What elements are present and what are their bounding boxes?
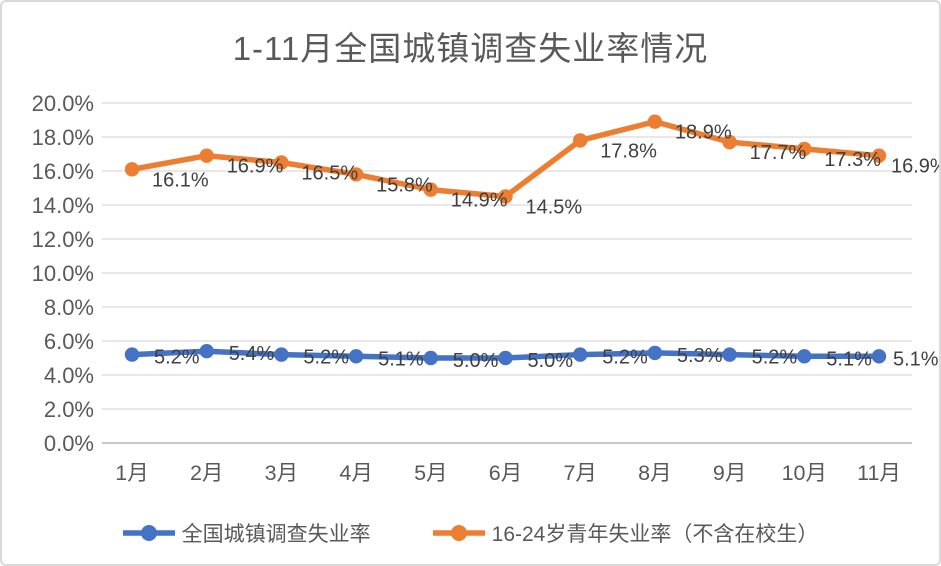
y-tick-label: 4.0% xyxy=(44,363,94,388)
y-tick-label: 8.0% xyxy=(44,295,94,320)
chart-title: 1-11月全国城镇调查失业率情况 xyxy=(232,30,709,67)
data-point xyxy=(647,345,663,361)
x-axis-label: 8月 xyxy=(638,461,671,485)
line-marker-icon xyxy=(432,525,485,541)
data-point xyxy=(722,347,737,362)
data-label: 14.5% xyxy=(526,197,583,219)
y-tick-label: 6.0% xyxy=(44,329,94,354)
data-label: 17.7% xyxy=(750,142,807,164)
y-tick-label: 0.0% xyxy=(44,431,94,456)
data-label: 17.8% xyxy=(600,140,657,162)
data-point xyxy=(647,114,663,129)
x-axis-label: 10月 xyxy=(782,461,827,485)
data-label: 18.9% xyxy=(675,122,732,144)
data-label: 5.0% xyxy=(453,350,499,372)
x-axis-label: 1月 xyxy=(115,461,148,485)
data-label: 5.4% xyxy=(229,343,275,365)
data-point xyxy=(199,344,214,359)
data-point xyxy=(348,349,364,364)
data-label: 17.3% xyxy=(824,149,881,171)
data-label: 5.2% xyxy=(303,347,349,369)
data-point xyxy=(199,148,214,163)
data-label: 5.1% xyxy=(378,348,424,370)
legend-label-urban: 全国城镇调查失业率 xyxy=(181,523,371,546)
data-label: 16.1% xyxy=(152,169,209,191)
data-label: 5.2% xyxy=(602,347,648,369)
x-axis-label: 2月 xyxy=(190,461,223,485)
line-marker-icon xyxy=(122,525,175,541)
data-point xyxy=(274,347,289,362)
data-point xyxy=(124,162,140,177)
y-tick-label: 20.0% xyxy=(32,91,94,116)
y-tick-label: 16.0% xyxy=(32,159,94,184)
y-tick-label: 14.0% xyxy=(32,193,94,218)
data-point xyxy=(423,350,438,366)
x-axis-label: 5月 xyxy=(414,461,447,485)
x-axis-label: 9月 xyxy=(713,461,746,485)
data-label: 5.2% xyxy=(154,347,200,369)
legend-label-youth: 16-24岁青年失业率（不含在校生） xyxy=(491,523,819,546)
data-point xyxy=(498,350,513,366)
data-label: 14.9% xyxy=(451,190,508,212)
data-label: 5.1% xyxy=(826,348,872,370)
x-axis-label: 7月 xyxy=(563,461,596,485)
data-label: 5.1% xyxy=(893,348,939,370)
data-point xyxy=(871,148,887,163)
data-label: 16.9% xyxy=(227,156,284,178)
y-tick-label: 12.0% xyxy=(32,227,94,252)
data-point xyxy=(573,347,588,362)
legend-item-youth: 16-24岁青年失业率（不含在校生） xyxy=(432,518,819,548)
data-label: 16.9% xyxy=(891,156,941,178)
data-label: 16.5% xyxy=(301,163,358,185)
data-point xyxy=(722,134,737,150)
x-axis-label: 11月 xyxy=(857,461,901,485)
data-label: 5.3% xyxy=(677,345,723,367)
data-point xyxy=(348,167,364,182)
y-tick-label: 10.0% xyxy=(32,261,94,286)
data-point xyxy=(573,133,588,148)
data-point xyxy=(797,141,812,157)
data-point xyxy=(274,155,289,170)
y-tick-label: 18.0% xyxy=(32,125,94,150)
x-axis-label: 3月 xyxy=(265,461,298,485)
data-label: 15.8% xyxy=(376,174,433,196)
data-point xyxy=(871,349,887,364)
y-tick-label: 2.0% xyxy=(44,397,94,422)
data-point xyxy=(423,182,438,197)
data-point xyxy=(498,189,513,204)
data-point xyxy=(124,347,140,362)
legend: 全国城镇调查失业率 16-24岁青年失业率（不含在校生） xyxy=(2,518,939,548)
data-label: 5.2% xyxy=(752,347,798,369)
x-axis-label: 6月 xyxy=(489,461,522,485)
data-point xyxy=(797,349,812,364)
x-axis-label: 4月 xyxy=(339,461,372,485)
data-label: 5.0% xyxy=(528,350,574,372)
legend-item-urban: 全国城镇调查失业率 xyxy=(122,518,371,548)
